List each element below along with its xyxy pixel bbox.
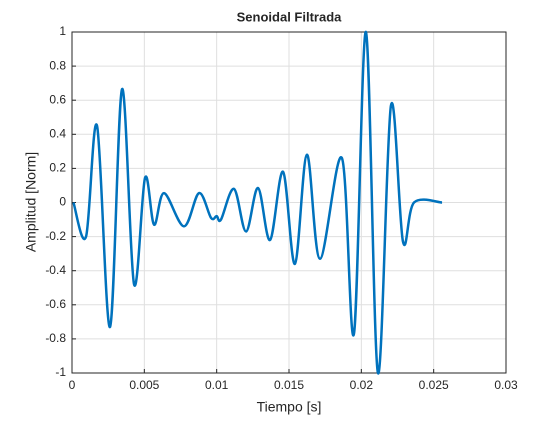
- y-tick-label: -1: [55, 365, 66, 379]
- x-tick-label: 0: [69, 378, 76, 392]
- x-tick-label: 0.03: [494, 378, 518, 392]
- x-tick-label: 0.015: [274, 378, 304, 392]
- y-tick-label: -0.8: [45, 331, 66, 345]
- y-tick-label: 0: [59, 195, 66, 209]
- x-tick-label: 0.005: [129, 378, 159, 392]
- y-tick-label: 1: [59, 24, 66, 38]
- y-tick-label: 0.2: [49, 161, 66, 175]
- y-tick-label: -0.2: [45, 229, 66, 243]
- chart-title: Senoidal Filtrada: [237, 9, 343, 24]
- y-axis-label: Amplitud [Norm]: [23, 152, 39, 252]
- x-tick-label: 0.01: [205, 378, 229, 392]
- y-tick-label: -0.6: [45, 297, 66, 311]
- x-tick-label: 0.02: [350, 378, 374, 392]
- y-tick-label: 0.4: [49, 126, 66, 140]
- axes-box: [71, 31, 507, 374]
- line-series: [72, 30, 443, 375]
- x-tick-label: 0.025: [419, 378, 449, 392]
- y-tick-label: -0.4: [45, 263, 66, 277]
- y-tick-label: 0.8: [49, 58, 66, 72]
- x-axis-label: Tiempo [s]: [257, 399, 322, 415]
- y-tick-label: 0.6: [49, 92, 66, 106]
